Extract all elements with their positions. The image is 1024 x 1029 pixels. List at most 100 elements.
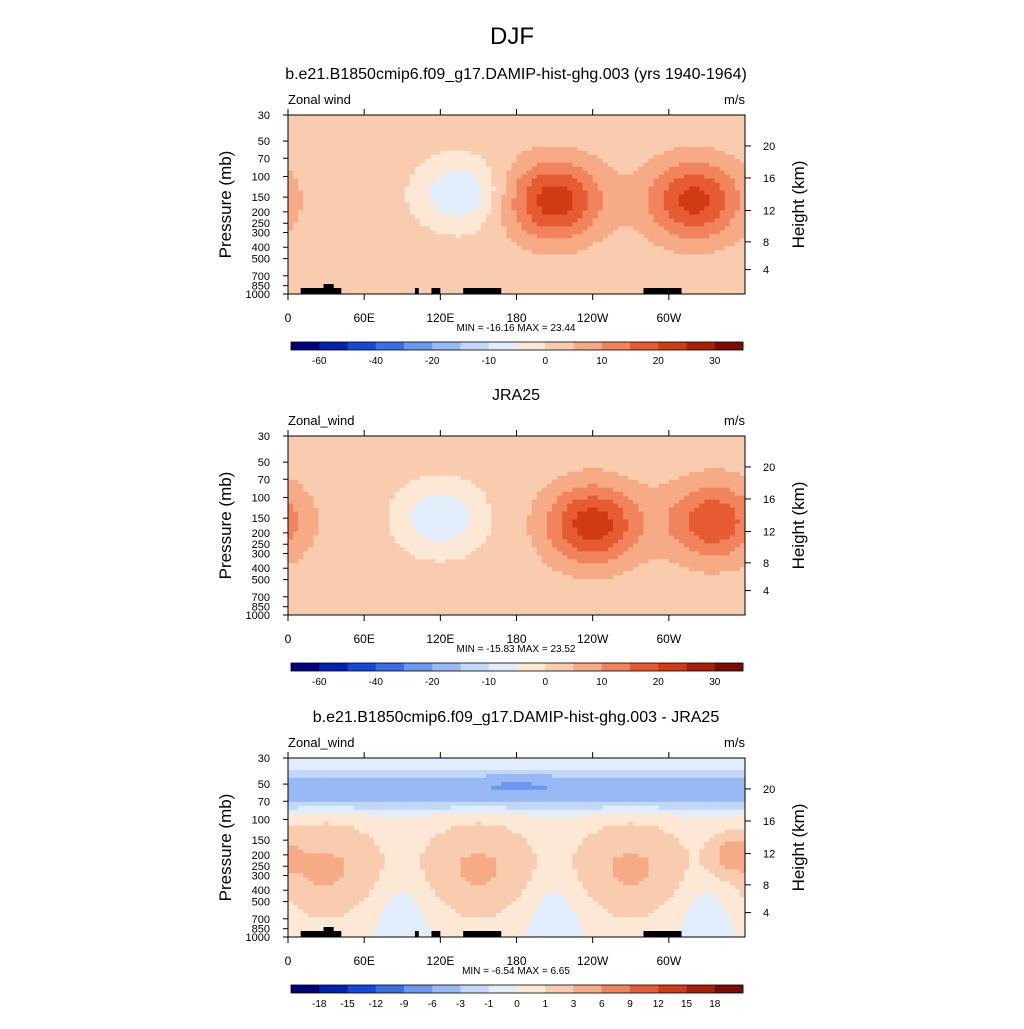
field-cell [720, 123, 726, 128]
field-cell [430, 203, 436, 208]
field-cell [730, 286, 736, 291]
field-cell [517, 234, 523, 239]
field-cell [334, 270, 340, 275]
field-cell [501, 159, 507, 164]
field-cell [638, 115, 644, 120]
field-cell [390, 286, 396, 291]
field-cell [359, 543, 365, 548]
field-cell [288, 246, 294, 251]
field-cell [603, 258, 609, 263]
field-cell [461, 167, 467, 172]
field-cell [339, 123, 345, 128]
field-cell [288, 591, 294, 596]
field-cell [374, 143, 380, 148]
field-cell [704, 206, 710, 211]
field-cell [689, 147, 695, 152]
field-cell [395, 119, 401, 124]
field-cell [303, 472, 309, 477]
field-cell [405, 179, 411, 184]
field-cell [649, 210, 655, 215]
field-cell [689, 131, 695, 136]
field-cell [486, 171, 492, 176]
field-cell [654, 238, 660, 243]
field-cell [298, 563, 304, 568]
field-cell [491, 278, 497, 283]
field-cell [709, 115, 715, 120]
field-cell [659, 270, 665, 275]
field-cell [334, 440, 340, 445]
field-cell [588, 222, 594, 227]
field-cell [374, 238, 380, 243]
field-cell [633, 135, 639, 140]
field-cell [420, 250, 426, 255]
field-cell [303, 222, 309, 227]
field-cell [486, 119, 492, 124]
field-cell [664, 230, 670, 235]
field-cell [709, 127, 715, 132]
field-cell [430, 187, 436, 192]
field-cell [324, 278, 330, 283]
variable-label: Zonal_wind [288, 413, 355, 428]
field-cell [735, 191, 741, 196]
y-axis-title: Pressure (mb) [216, 151, 235, 259]
field-cell [694, 171, 700, 176]
field-cell [643, 266, 649, 271]
field-cell [308, 500, 314, 505]
field-cell [603, 242, 609, 247]
field-cell [654, 151, 660, 156]
field-cell [313, 131, 319, 136]
field-cell [410, 254, 416, 259]
field-cell [354, 183, 360, 188]
field-cell [618, 254, 624, 259]
field-cell [293, 183, 299, 188]
field-cell [364, 123, 370, 128]
field-cell [445, 155, 451, 160]
field-cell [425, 183, 431, 188]
field-cell [608, 203, 614, 208]
field-cell [623, 123, 629, 128]
field-cell [588, 123, 594, 128]
field-cell [318, 547, 324, 552]
field-cell [461, 258, 467, 263]
field-cell [374, 123, 380, 128]
field-cell [704, 282, 710, 287]
field-cell [654, 262, 660, 267]
field-cell [415, 183, 421, 188]
field-cell [359, 472, 365, 477]
field-cell [344, 214, 350, 219]
field-cell [638, 187, 644, 192]
field-cell [598, 282, 604, 287]
field-cell [709, 167, 715, 172]
field-cell [720, 214, 726, 219]
y-tick-label: 300 [252, 228, 270, 240]
field-cell [720, 206, 726, 211]
field-cell [506, 187, 512, 192]
field-cell [324, 222, 330, 227]
field-cell [384, 143, 390, 148]
field-cell [344, 171, 350, 176]
field-cell [415, 171, 421, 176]
field-cell [318, 115, 324, 120]
field-cell [344, 151, 350, 156]
field-cell [329, 444, 335, 449]
field-cell [313, 531, 319, 536]
field-cell [329, 539, 335, 544]
field-cell [390, 195, 396, 200]
field-cell [450, 254, 456, 259]
field-cell [699, 258, 705, 263]
field-cell [527, 139, 533, 144]
field-cell [288, 587, 294, 592]
field-cell [334, 183, 340, 188]
field-cell [689, 115, 695, 120]
field-cell [506, 131, 512, 136]
field-cell [552, 191, 558, 196]
field-cell [496, 246, 502, 251]
field-cell [384, 155, 390, 160]
field-cell [659, 167, 665, 172]
field-cell [461, 214, 467, 219]
field-cell [288, 496, 294, 501]
field-cell [542, 123, 548, 128]
field-cell [324, 520, 330, 525]
field-cell [364, 151, 370, 156]
field-cell [638, 274, 644, 279]
